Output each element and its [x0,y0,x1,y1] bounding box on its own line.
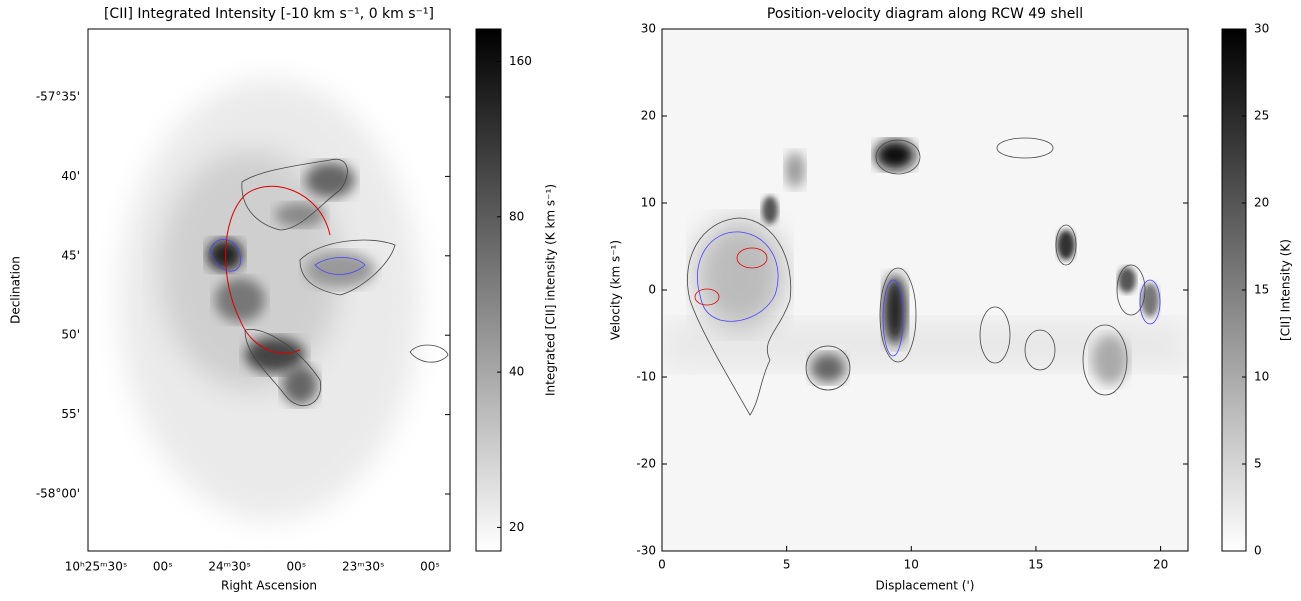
contour [736,247,768,269]
colorbar-tick-label: 0 [1254,544,1262,558]
contour [979,306,1011,364]
y-tick-label: 55' [61,407,80,421]
y-tick-label: -57°35' [36,90,80,104]
emission [810,353,846,383]
contour [1055,224,1077,266]
contour [299,239,396,296]
emission [1092,335,1128,385]
x-tick-label: 00ˢ [420,560,440,574]
contour [687,217,792,416]
colorbar-tick-label: 5 [1254,457,1262,471]
emission [695,220,785,330]
colorbar-label: Integrated [CII] intensity (K km s⁻¹) [544,184,558,396]
contour [1082,324,1128,396]
colorbar-tick-label: 30 [1254,22,1269,36]
y-tick-label: 10 [641,196,656,210]
y-tick-label: 0 [648,283,656,297]
contour [209,238,242,272]
colorbar-tick-label: 160 [509,54,532,68]
y-tick-label: 30 [641,22,656,36]
y-tick-label: 20 [641,109,656,123]
contour [694,288,720,306]
contour [409,344,449,363]
contour [1024,329,1056,371]
x-axis-label: Displacement (') [876,579,975,593]
emission [1141,283,1159,317]
contour [996,137,1054,159]
emission-peak [305,162,355,198]
contour [805,345,851,391]
contour [697,231,779,322]
colorbar-tick-label: 10 [1254,370,1269,384]
emission-peak [215,278,265,322]
y-axis-label: Declination [9,256,23,324]
y-tick-label: 50' [61,328,80,342]
y-tick-label: -20 [636,457,656,471]
x-tick-label: 00ˢ [287,560,307,574]
right-title: Position-velocity diagram along RCW 49 s… [767,6,1083,22]
contour [882,279,904,357]
colorbar-tick-label: 40 [509,365,524,379]
colorbar-label: [CII] Intensity (K) [1279,239,1293,341]
shell-arc [225,185,331,354]
intensity-map [120,80,449,520]
emission [785,152,805,188]
left-colorbar [475,28,502,552]
colorbar-tick-label: 20 [509,520,524,534]
y-tick-label: -10 [636,370,656,384]
contour [244,328,322,406]
x-tick-label: 00ˢ [153,560,173,574]
y-tick-label: -30 [636,544,656,558]
colorbar-tick-label: 80 [509,209,524,223]
x-tick-label: 10ʰ25ᵐ30ˢ [65,560,128,574]
x-tick-label: 15 [1028,558,1043,572]
pv-map [662,29,1188,551]
contour [875,139,921,175]
emission [762,196,778,224]
x-tick-label: 5 [783,558,791,572]
colorbar-tick-label: 20 [1254,196,1269,210]
y-tick-label: 45' [61,248,80,262]
emission [1057,230,1075,260]
colorbar-tick-label: 15 [1254,283,1269,297]
x-axis-label: Right Ascension [221,579,317,593]
contour [1116,264,1146,316]
emission [883,275,907,345]
x-tick-label: 24ᵐ30ˢ [208,560,251,574]
y-tick-label: 40' [61,169,80,183]
emission-peak [275,203,325,227]
x-tick-label: 20 [1153,558,1168,572]
contour [241,158,348,231]
contour [879,267,917,363]
emission-peak [207,239,243,271]
contour [314,257,366,275]
x-tick-label: 10 [904,558,919,572]
y-axis-label: Velocity (km s⁻¹) [609,240,623,340]
emission [1118,267,1136,293]
left-axes-frame [87,28,451,552]
contour [1139,279,1161,325]
colorbar-tick-label: 25 [1254,109,1269,123]
x-tick-label: 23ᵐ30ˢ [342,560,385,574]
y-tick-label: -58°00' [36,487,80,501]
emission-peak [282,365,318,405]
left-title: [CII] Integrated Intensity [-10 km s⁻¹, … [104,6,434,22]
emission [875,140,915,170]
x-tick-label: 0 [658,558,666,572]
